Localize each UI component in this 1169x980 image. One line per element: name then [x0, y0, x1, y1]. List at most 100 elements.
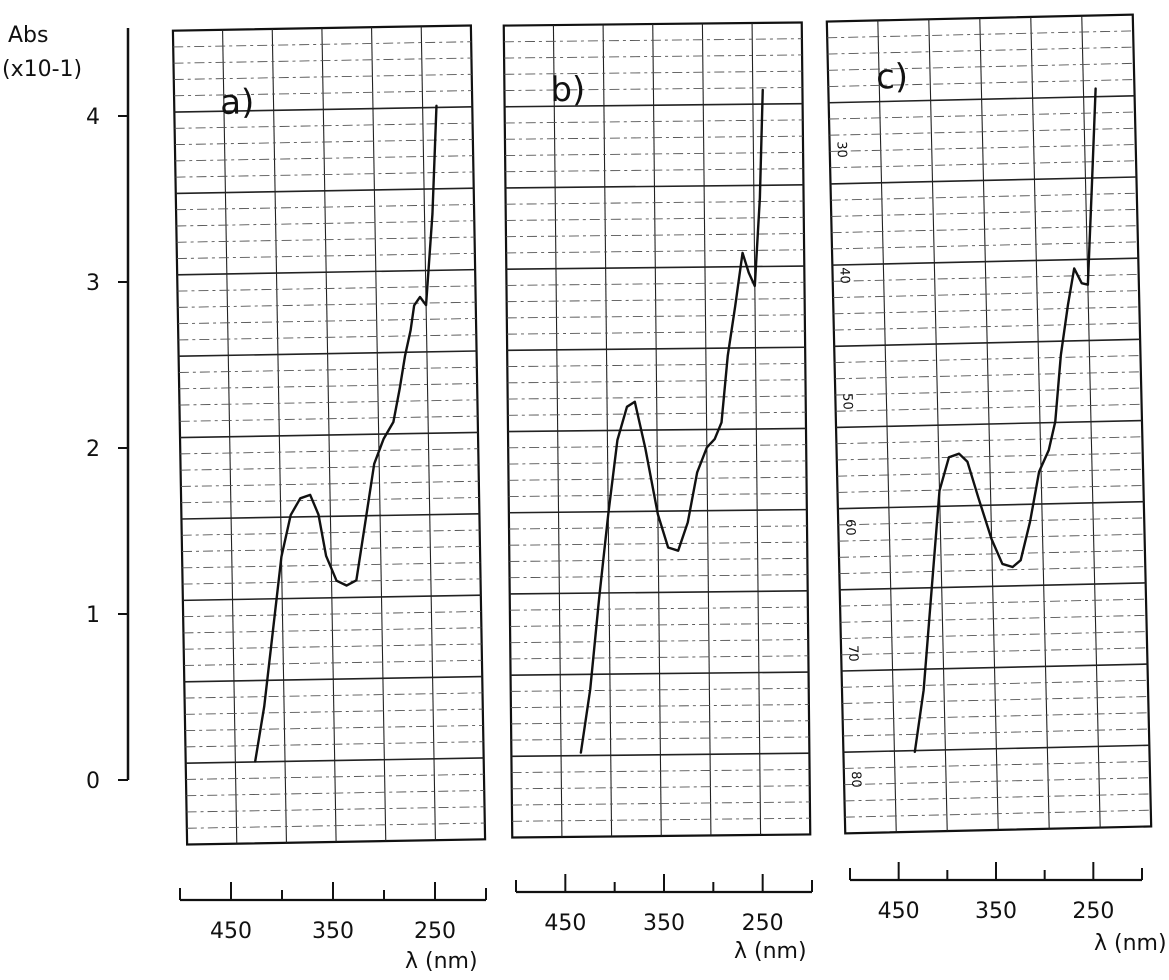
- grid-line-minor: [510, 639, 809, 644]
- grid-line-minor: [507, 363, 806, 368]
- grid-line-minor: [504, 135, 803, 140]
- grid-line-minor: [180, 448, 479, 455]
- grid-line-minor: [506, 281, 805, 286]
- grid-line-minor: [511, 769, 810, 774]
- grid-line-minor: [181, 529, 480, 536]
- grid-line-major: [181, 512, 480, 520]
- grid-line-minor: [186, 790, 485, 797]
- grid-line-minor: [830, 160, 1137, 169]
- grid-line-minor: [833, 322, 1140, 331]
- grid-line-major: [506, 265, 805, 270]
- grid-line-minor: [176, 236, 475, 243]
- x-tick-label: 350: [312, 919, 354, 944]
- grid-line-minor: [186, 822, 485, 829]
- grid-line-minor: [504, 70, 803, 75]
- panel-label: b): [550, 70, 585, 110]
- grid-line-major: [839, 582, 1146, 591]
- x-axis-unit-label-b: λ (nm): [734, 939, 807, 964]
- grid-line-minor: [508, 492, 807, 497]
- grid-line-minor: [829, 127, 1136, 136]
- grid-line-minor: [844, 809, 1151, 818]
- grid-line-minor: [173, 57, 472, 64]
- grid-line-minor: [178, 318, 476, 325]
- grid-line-minor: [180, 464, 479, 471]
- grid-line-major: [174, 106, 473, 113]
- grid-line-minor: [837, 468, 1144, 477]
- grid-line-minor: [838, 549, 1145, 558]
- grid-line-major: [180, 431, 478, 439]
- grid-line-minor: [844, 777, 1151, 786]
- grid-line-minor: [505, 233, 804, 238]
- x-tick-label: 450: [210, 919, 252, 944]
- grid-line-minor: [511, 801, 810, 806]
- grid-line-minor: [509, 574, 808, 579]
- absorbance-axis: Abs (x10-1) 0 1 2 3 4: [2, 23, 130, 794]
- grid-line-minor: [185, 724, 484, 732]
- grid-line-minor: [507, 379, 806, 384]
- grid-line-major: [507, 346, 806, 352]
- x-tick-label: 450: [544, 911, 586, 936]
- grid-line-minor: [831, 209, 1138, 217]
- grid-line-minor: [505, 200, 804, 205]
- panel-label: a): [220, 82, 255, 123]
- side-scale-label: 70: [845, 645, 860, 662]
- grid-line-minor: [830, 192, 1137, 201]
- x-axis-unit-label-a: λ (nm): [405, 949, 478, 974]
- grid-line-minor: [835, 403, 1142, 412]
- grid-line-minor: [176, 220, 475, 227]
- grid-line-major: [509, 590, 808, 595]
- grid-line-minor: [843, 728, 1149, 737]
- grid-line-minor: [831, 241, 1138, 250]
- grid-line-minor: [844, 793, 1151, 802]
- grid-line-minor: [504, 54, 803, 59]
- grid-line-minor: [176, 252, 475, 259]
- grid-line-minor: [834, 355, 1141, 363]
- wavelength-axis: 450 350 250: [849, 862, 1143, 924]
- x-tick-label: 350: [643, 911, 685, 936]
- grid-line-minor: [511, 736, 810, 741]
- side-scale-label: 30: [834, 141, 849, 158]
- spectrum-line: [913, 87, 1097, 754]
- grid-line-minor: [838, 517, 1145, 526]
- x-axis-unit-label-c: λ (nm): [1094, 931, 1167, 956]
- grid-line-minor: [841, 679, 1148, 688]
- grid-line-major: [510, 671, 809, 676]
- grid-line-minor: [843, 761, 1150, 769]
- grid-line-minor: [184, 692, 483, 699]
- grid-line-major: [828, 95, 1135, 104]
- grid-line-minor: [184, 708, 483, 715]
- grid-line-minor: [510, 622, 809, 627]
- grid-line-major: [830, 176, 1137, 185]
- grid-line-minor: [508, 444, 807, 449]
- grid-line-minor: [507, 395, 806, 400]
- grid-line-minor: [504, 119, 803, 124]
- grid-line-major: [175, 187, 474, 195]
- grid-line-minor: [185, 741, 484, 748]
- side-scale-label: 80: [848, 771, 863, 788]
- grid-line-minor: [841, 647, 1148, 656]
- spectrum-line: [579, 88, 764, 754]
- y-tick-label: 0: [86, 769, 100, 794]
- spectrum-panel-b: b): [502, 21, 812, 839]
- spectrum-line: [253, 104, 438, 763]
- grid-line-minor: [829, 144, 1136, 152]
- grid-line-minor: [183, 611, 482, 618]
- grid-line-minor: [174, 90, 473, 97]
- spectrum-panel-c: 30 40 50 60 70 80 c): [825, 13, 1153, 835]
- grid-line-minor: [505, 151, 804, 156]
- x-tick-label: 350: [975, 899, 1017, 924]
- grid-line-minor: [179, 415, 478, 422]
- grid-line-minor: [174, 138, 473, 146]
- grid-line-minor: [509, 606, 808, 611]
- spectrum-panel-a: a): [171, 24, 487, 846]
- grid-line-minor: [509, 541, 808, 546]
- grid-line-minor: [833, 290, 1140, 299]
- y-tick-label: 3: [86, 271, 100, 296]
- grid-line-minor: [837, 485, 1144, 493]
- grid-line-major: [178, 350, 477, 358]
- x-tick-label: 450: [878, 899, 920, 924]
- grid-line-minor: [835, 387, 1142, 396]
- grid-line-minor: [508, 476, 807, 481]
- grid-line-minor: [829, 111, 1135, 120]
- y-tick-label: 1: [86, 603, 100, 628]
